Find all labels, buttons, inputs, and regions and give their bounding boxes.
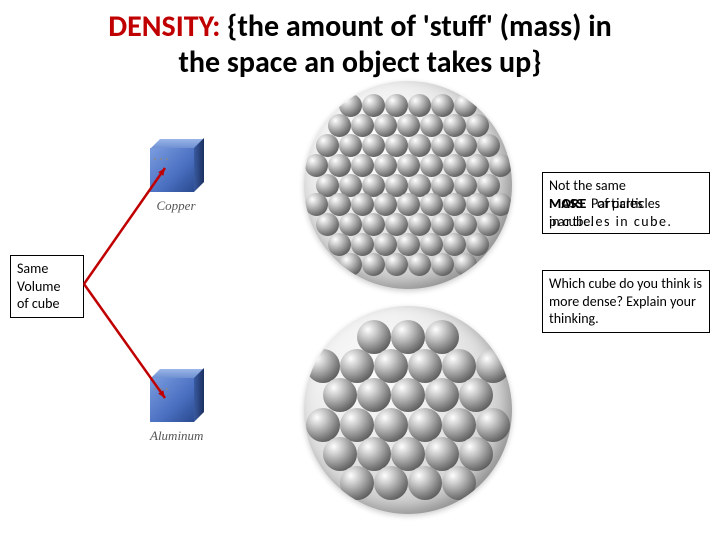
diagram-area: Copper Aluminum: [130, 90, 530, 530]
mass-line1: Not the same: [549, 177, 703, 195]
title-rest: {the amount of 'stuff' (mass) in: [220, 8, 611, 45]
title-density: DENSITY:: [108, 8, 220, 45]
copper-cube: Copper: [150, 140, 202, 214]
mass-callout-box: Not the same MASS MORE of particles Part…: [542, 172, 710, 234]
volume-callout-text: SameVolumeof cube: [17, 260, 60, 312]
question-callout-box: Which cube do you think is more dense? E…: [542, 270, 710, 333]
cube-shape: [150, 370, 202, 422]
aluminum-cube: Aluminum: [150, 370, 203, 444]
title-line-1: DENSITY: {the amount of 'stuff' (mass) i…: [20, 8, 700, 45]
mass-line2-overlay1: MORE: [549, 195, 587, 213]
copper-particles-circle: [304, 81, 512, 289]
question-text: Which cube do you think is more dense? E…: [549, 275, 702, 327]
mass-line3-overlay: particles in cube.: [549, 213, 672, 231]
copper-label: Copper: [150, 198, 202, 214]
cube-shape: [150, 140, 202, 192]
volume-callout-box: SameVolumeof cube: [10, 255, 84, 318]
title-line-2: the space an object takes up}: [20, 44, 700, 81]
aluminum-particles-circle: [304, 306, 512, 514]
mass-line2-overlay3: Particles: [591, 195, 644, 213]
aluminum-label: Aluminum: [150, 428, 203, 444]
